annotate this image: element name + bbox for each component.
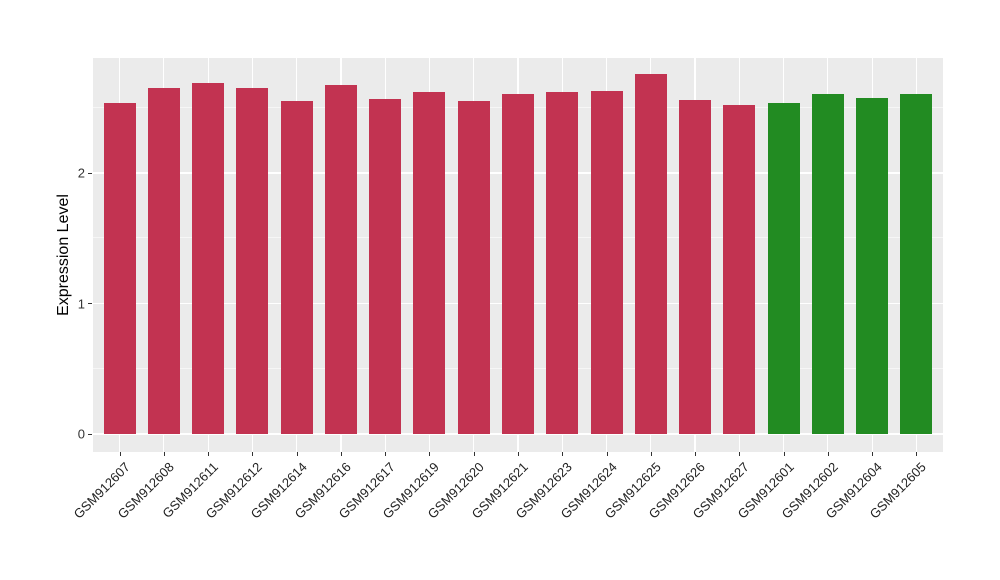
bar-GSM912612 bbox=[236, 88, 269, 434]
x-tick-mark bbox=[695, 452, 697, 456]
bar-GSM912621 bbox=[502, 93, 534, 434]
bar-GSM912623 bbox=[546, 92, 579, 434]
y-tick-mark bbox=[88, 433, 92, 435]
bar-GSM912616 bbox=[324, 84, 357, 434]
bar-GSM912602 bbox=[811, 93, 844, 434]
y-tick-mark bbox=[88, 172, 92, 174]
bar-GSM912608 bbox=[147, 88, 180, 434]
bar-GSM912620 bbox=[457, 101, 490, 434]
x-tick-mark bbox=[163, 452, 165, 456]
x-tick-mark bbox=[916, 452, 918, 456]
plot-panel bbox=[93, 58, 943, 452]
y-tick-label: 2 bbox=[77, 165, 85, 181]
x-tick-mark bbox=[473, 452, 475, 456]
y-tick-label: 0 bbox=[77, 426, 85, 442]
x-tick-mark bbox=[562, 452, 564, 456]
x-tick-mark bbox=[518, 452, 519, 456]
bar-GSM912611 bbox=[192, 83, 225, 434]
x-tick-mark bbox=[827, 452, 829, 456]
x-tick-mark bbox=[783, 452, 785, 456]
x-tick-mark bbox=[252, 452, 254, 456]
bar-GSM912601 bbox=[767, 102, 800, 434]
bar-GSM912614 bbox=[280, 101, 313, 434]
x-tick-mark bbox=[340, 452, 342, 456]
x-tick-mark bbox=[650, 452, 652, 456]
x-tick-mark bbox=[208, 452, 210, 456]
bar-GSM912627 bbox=[723, 105, 756, 434]
bar-GSM912619 bbox=[413, 92, 446, 434]
bar-GSM912617 bbox=[369, 98, 402, 434]
bar-GSM912605 bbox=[900, 93, 933, 434]
x-tick-mark bbox=[606, 452, 608, 456]
bar-GSM912607 bbox=[103, 102, 136, 434]
x-tick-mark bbox=[739, 452, 741, 456]
x-tick-mark bbox=[385, 452, 387, 456]
y-tick-label: 1 bbox=[77, 296, 85, 312]
x-tick-mark bbox=[119, 452, 121, 456]
y-tick-mark bbox=[88, 303, 92, 305]
bar-GSM912625 bbox=[634, 74, 667, 434]
x-tick-mark bbox=[429, 452, 431, 456]
bar-GSM912624 bbox=[590, 91, 623, 434]
x-tick-mark bbox=[296, 452, 298, 456]
bar-GSM912626 bbox=[679, 100, 712, 434]
x-tick-mark bbox=[872, 452, 874, 456]
bar-GSM912604 bbox=[856, 97, 889, 434]
